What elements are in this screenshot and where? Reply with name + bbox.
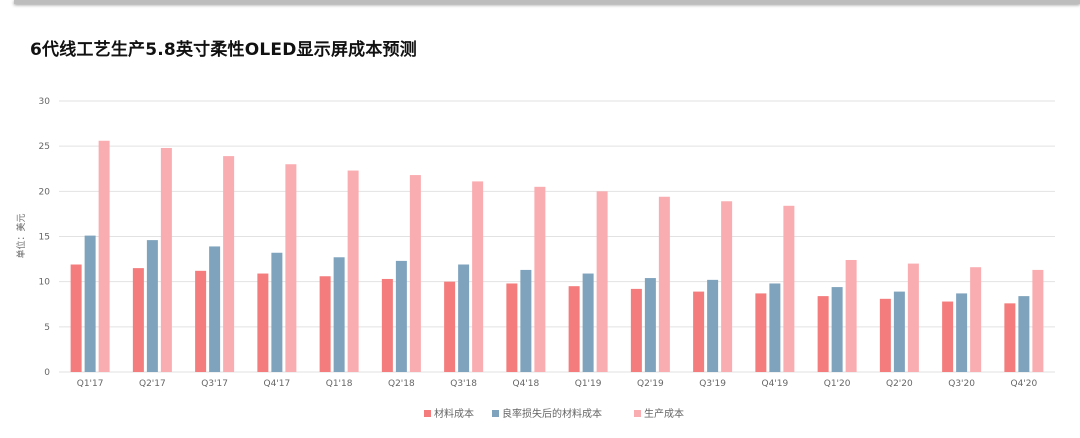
bar-1-Q4'20 xyxy=(1004,303,1016,372)
legend-label: 生产成本 xyxy=(644,407,684,420)
bar-1-Q3'19 xyxy=(693,291,705,372)
x-tick-label: Q4'19 xyxy=(762,379,789,389)
bar-1-Q1'20 xyxy=(817,296,829,372)
x-tick-label: Q3'19 xyxy=(699,379,726,389)
bar-3-Q3'17 xyxy=(223,156,235,372)
bar-1-Q4'18 xyxy=(506,283,518,372)
bar-2-Q4'18 xyxy=(520,269,532,372)
bar-1-Q2'17 xyxy=(132,268,144,372)
x-tick-label: Q4'20 xyxy=(1011,379,1038,389)
bar-1-Q1'17 xyxy=(70,264,82,372)
bar-2-Q2'17 xyxy=(146,240,158,372)
x-tick-label: Q4'18 xyxy=(513,379,540,389)
y-tick-label: 25 xyxy=(39,142,50,152)
bar-2-Q1'17 xyxy=(84,235,96,372)
bar-2-Q1'20 xyxy=(831,287,843,372)
bar-1-Q3'20 xyxy=(942,301,954,372)
bar-1-Q4'19 xyxy=(755,293,767,372)
x-tick-label: Q2'19 xyxy=(637,379,664,389)
bar-3-Q3'19 xyxy=(721,201,733,372)
y-tick-label: 10 xyxy=(39,278,51,288)
bar-2-Q3'20 xyxy=(956,293,968,372)
bar-3-Q1'18 xyxy=(347,170,359,372)
bar-1-Q2'19 xyxy=(630,288,642,372)
bar-1-Q2'18 xyxy=(381,278,393,372)
bar-2-Q1'18 xyxy=(333,257,345,372)
bar-3-Q4'20 xyxy=(1032,269,1044,372)
legend-label: 材料成本 xyxy=(434,407,474,420)
y-tick-label: 15 xyxy=(39,233,50,243)
bar-3-Q1'20 xyxy=(845,259,857,372)
bar-1-Q1'18 xyxy=(319,276,331,372)
x-tick-label: Q1'17 xyxy=(77,379,104,389)
bar-2-Q3'19 xyxy=(707,279,719,372)
bar-3-Q1'19 xyxy=(596,191,608,372)
bar-2-Q4'17 xyxy=(271,252,283,372)
x-tick-label: Q2'18 xyxy=(388,379,415,389)
bar-1-Q1'19 xyxy=(568,286,580,372)
x-tick-label: Q1'19 xyxy=(575,379,602,389)
x-tick-label: Q2'17 xyxy=(139,379,166,389)
x-tick-label: Q4'17 xyxy=(264,379,291,389)
bar-2-Q3'18 xyxy=(458,264,470,372)
y-tick-label: 20 xyxy=(39,187,51,197)
legend-swatch xyxy=(492,410,499,417)
bar-2-Q2'20 xyxy=(893,291,905,372)
chart-title: 6代线工艺生产5.8英寸柔性OLED显示屏成本预测 xyxy=(30,40,417,60)
bar-1-Q3'17 xyxy=(195,270,207,372)
x-tick-label: Q3'17 xyxy=(201,379,228,389)
bar-3-Q4'19 xyxy=(783,205,795,372)
bar-2-Q2'18 xyxy=(395,260,407,372)
bar-3-Q2'17 xyxy=(160,147,172,372)
bar-1-Q2'20 xyxy=(879,298,891,372)
bar-3-Q4'17 xyxy=(285,164,297,372)
legend-swatch xyxy=(424,410,431,417)
bar-3-Q4'18 xyxy=(534,186,546,372)
x-tick-label: Q3'20 xyxy=(948,379,975,389)
legend-swatch xyxy=(634,410,641,417)
x-tick-label: Q3'18 xyxy=(450,379,477,389)
x-tick-label: Q1'20 xyxy=(824,379,851,389)
bar-3-Q2'18 xyxy=(409,175,421,372)
bar-3-Q3'20 xyxy=(970,267,982,372)
bar-2-Q3'17 xyxy=(209,246,221,372)
bar-3-Q3'18 xyxy=(472,181,484,372)
bar-2-Q2'19 xyxy=(644,278,656,372)
bar-1-Q3'18 xyxy=(444,281,456,372)
bar-3-Q2'20 xyxy=(907,263,919,372)
bar-2-Q4'19 xyxy=(769,283,781,372)
bar-1-Q4'17 xyxy=(257,273,269,372)
bar-2-Q4'20 xyxy=(1018,296,1030,372)
y-tick-label: 5 xyxy=(44,323,50,333)
x-tick-label: Q2'20 xyxy=(886,379,913,389)
y-tick-label: 30 xyxy=(39,97,51,107)
bar-2-Q1'19 xyxy=(582,273,594,372)
x-tick-label: Q1'18 xyxy=(326,379,353,389)
legend-label: 良率损失后的材料成本 xyxy=(502,407,602,420)
top-border xyxy=(14,0,1080,4)
bar-3-Q1'17 xyxy=(98,140,110,372)
bar-3-Q2'19 xyxy=(658,196,670,372)
y-tick-label: 0 xyxy=(44,368,50,378)
y-axis-label: 单位：美元 xyxy=(15,213,27,258)
